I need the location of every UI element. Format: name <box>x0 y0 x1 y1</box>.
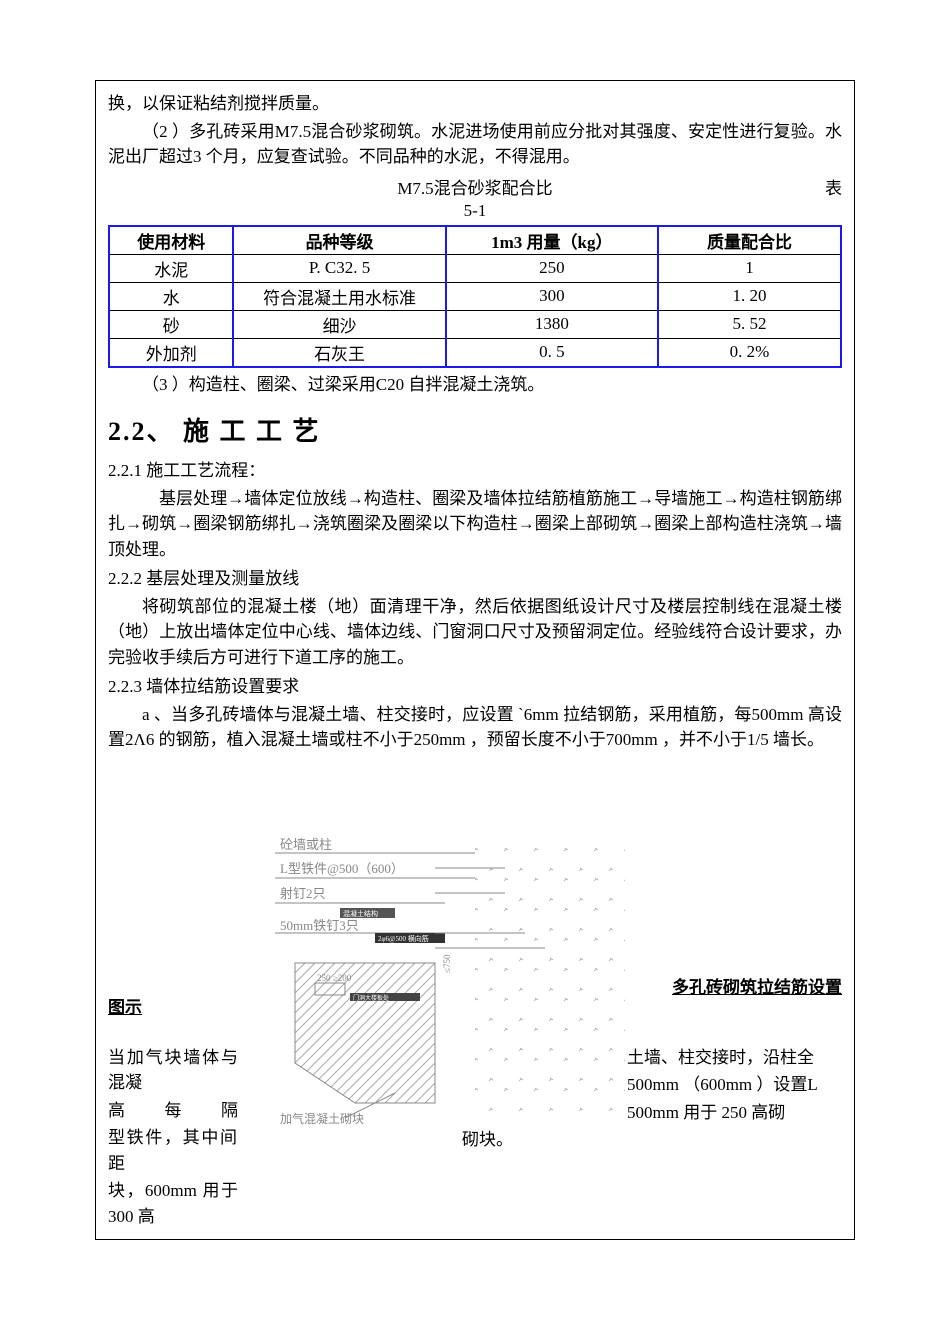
s222-body: 将砌筑部位的混凝土楼（地）面清理干净，然后依据图纸设计尺寸及楼层控制线在混凝土楼… <box>108 594 842 671</box>
cell: 水泥 <box>109 254 233 282</box>
s221-title: 2.2.1 施工工艺流程： <box>108 458 842 484</box>
th-ratio: 质量配合比 <box>658 226 841 255</box>
cell: 5. 52 <box>658 310 841 338</box>
intro-line2: （2 ）多孔砖采用M7.5混合砂浆砌筑。水泥进场使用前应分批对其强度、安定性进行… <box>108 119 842 170</box>
diagram-label-l1: L型铁件@500（600） <box>280 861 404 876</box>
intro-line1: 换，以保证粘结剂搅拌质量。 <box>108 91 842 117</box>
diagram-wrap: 多孔砖砌筑拉结筋设置 图示 <box>108 833 842 1232</box>
cell: 1380 <box>446 310 658 338</box>
s222-title: 2.2.2 基层处理及测量放线 <box>108 566 842 592</box>
table-title-row: M7.5混合砂浆配合比 表 <box>108 174 842 199</box>
flow-p1-right: 土墙、柱交接时，沿柱全 <box>627 1045 842 1071</box>
page: 换，以保证粘结剂搅拌质量。 （2 ）多孔砖采用M7.5混合砂浆砌筑。水泥进场使用… <box>0 0 950 1280</box>
cell: 300 <box>446 282 658 310</box>
cell: 0. 2% <box>658 338 841 367</box>
table-subtitle: 5-1 <box>108 201 842 221</box>
mix-ratio-table: 使用材料 品种等级 1m3 用量（kg） 质量配合比 水泥 P. C32. 5 … <box>108 225 842 368</box>
cell: P. C32. 5 <box>233 254 445 282</box>
th-amount: 1m3 用量（kg） <box>446 226 658 255</box>
cell: 符合混凝土用水标准 <box>233 282 445 310</box>
table-title: M7.5混合砂浆配合比 <box>397 174 552 199</box>
cell: 砂 <box>109 310 233 338</box>
diagram-right-title: 多孔砖砌筑拉结筋设置 <box>672 973 842 998</box>
cell: 水 <box>109 282 233 310</box>
s223-body: a 、当多孔砖墙体与混凝土墙、柱交接时，应设置 `6mm 拉结钢筋，采用植筋，每… <box>108 702 842 753</box>
cell: 1. 20 <box>658 282 841 310</box>
table-row: 水泥 P. C32. 5 250 1 <box>109 254 841 282</box>
cell: 石灰王 <box>233 338 445 367</box>
diagram-label-l2: 射钉2只 <box>280 886 326 901</box>
table-row: 水 符合混凝土用水标准 300 1. 20 <box>109 282 841 310</box>
flow-p2-left: 高每隔 <box>108 1098 238 1124</box>
cell: 250 <box>446 254 658 282</box>
table-title-right: 表 <box>825 174 842 199</box>
table-header-row: 使用材料 品种等级 1m3 用量（kg） 质量配合比 <box>109 226 841 255</box>
diagram-bottom-small: 门洞大楼板处 <box>353 994 389 1002</box>
th-grade: 品种等级 <box>233 226 445 255</box>
section-heading: 2.2、 施 工 工 艺 <box>108 411 842 448</box>
content-border: 换，以保证粘结剂搅拌质量。 （2 ）多孔砖采用M7.5混合砂浆砌筑。水泥进场使用… <box>95 80 855 1240</box>
diagram-label-l3: 50mm铁钉3只 <box>280 918 359 933</box>
line3: （3 ）构造柱、圈梁、过梁采用C20 自拌混凝土浇筑。 <box>108 372 842 398</box>
cell: 细沙 <box>233 310 445 338</box>
flow-p4-left: 块，600mm 用于300 高 <box>108 1178 238 1229</box>
flow-p3-right: 500mm 用于 250 高砌 <box>627 1100 842 1126</box>
diagram-label-l2s: 混凝土结构 <box>343 909 378 918</box>
cell: 外加剂 <box>109 338 233 367</box>
flow-p1-left: 当加气块墙体与混凝 <box>108 1045 238 1096</box>
diagram-left-title: 图示 <box>108 993 228 1018</box>
cell: 1 <box>658 254 841 282</box>
s223-title: 2.2.3 墙体拉结筋设置要求 <box>108 674 842 700</box>
th-material: 使用材料 <box>109 226 233 255</box>
svg-text:≤750: ≤750 <box>442 954 452 973</box>
flow-p4-right: 砌块。 <box>462 1127 842 1153</box>
flow-p3-left: 型铁件，其中间距 <box>108 1125 238 1176</box>
cell: 0. 5 <box>446 338 658 367</box>
diagram-label-top: 砼墙或柱 <box>280 837 332 852</box>
diagram-dims: 250 ≥200 <box>317 973 352 983</box>
s221-body: 基层处理→墙体定位放线→构造柱、圈梁及墙体拉结筋植筋施工→导墙施工→构造柱钢筋绑… <box>108 486 842 563</box>
table-row: 砂 细沙 1380 5. 52 <box>109 310 841 338</box>
diagram-label-l3s: 2φ6@500 横向筋 <box>378 934 429 943</box>
flow-p2-right: 500mm （600mm ）设置L <box>627 1072 842 1098</box>
table-row: 外加剂 石灰王 0. 5 0. 2% <box>109 338 841 367</box>
